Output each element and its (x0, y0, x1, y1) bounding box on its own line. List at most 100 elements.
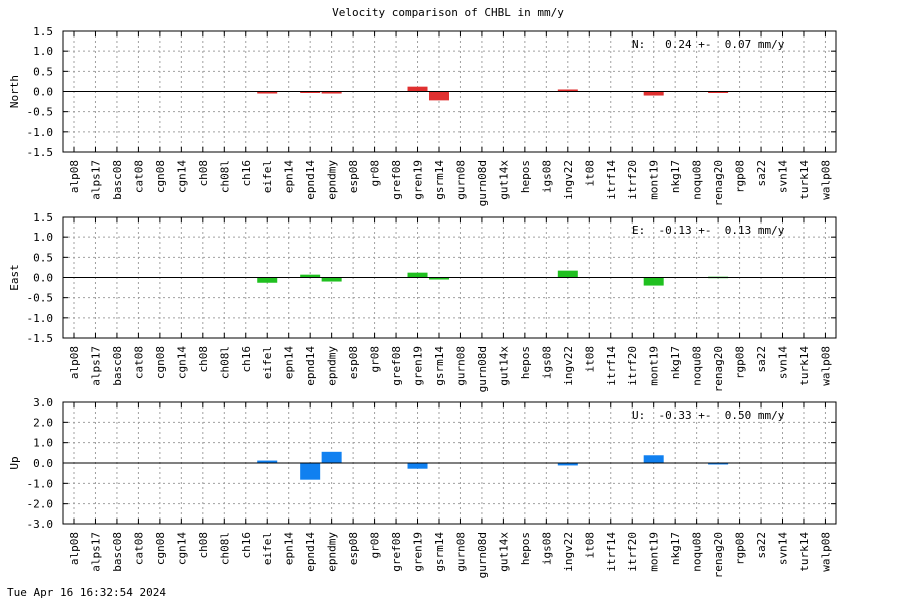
x-tick-label: itrf20 (626, 160, 639, 200)
x-tick-label: gren19 (412, 160, 425, 200)
x-tick-label: mont19 (648, 346, 661, 386)
x-tick-label: noqu08 (691, 160, 704, 200)
y-tick-label: 3.0 (33, 396, 53, 409)
x-tick-label: turk14 (798, 346, 811, 386)
x-tick-label: ch08l (218, 532, 231, 565)
y-axis-label: North (8, 75, 21, 108)
y-tick-label: 0.5 (33, 65, 53, 78)
x-tick-label: sa22 (755, 532, 768, 559)
plot-frame (62, 216, 837, 339)
x-tick-label: svn14 (777, 532, 790, 565)
bar-eifel (257, 460, 278, 463)
x-tick-label: mont19 (648, 532, 661, 572)
timestamp: Tue Apr 16 16:32:54 2024 (7, 586, 166, 599)
x-tick-label: ch08l (218, 346, 231, 379)
x-tick-label: rgp08 (734, 346, 747, 379)
x-tick-label: gsrm14 (433, 160, 446, 200)
x-tick-label: cat08 (132, 160, 145, 193)
x-tick-label: epn14 (283, 532, 296, 565)
x-tick-label: epnd14 (304, 160, 317, 200)
x-tick-label: gurn08 (454, 346, 467, 386)
y-tick-label: -0.5 (27, 292, 54, 305)
bar-epnd14 (300, 463, 321, 480)
y-tick-label: -2.0 (27, 498, 54, 511)
x-tick-label: itrf14 (605, 160, 618, 200)
x-tick-label: epn14 (283, 160, 296, 193)
stats-annotation: E: -0.13 +- 0.13 mm/y (632, 224, 785, 237)
x-tick-label: nkg17 (669, 532, 682, 565)
x-tick-label: cgn08 (154, 346, 167, 379)
y-tick-label: 0.0 (33, 86, 53, 99)
x-tick-label: alps17 (89, 532, 102, 572)
x-tick-label: epndmy (326, 346, 339, 386)
x-tick-label: hepos (519, 346, 532, 379)
panel-north: 1.5 1.0 0.5 0.0 -0.5 -1.0 -1.5 alp08 alps17 basc0… (8, 25, 837, 206)
x-tick-label: epndmy (326, 532, 339, 572)
bar-epndmy (321, 91, 342, 94)
x-tick-label: esp08 (347, 160, 360, 193)
x-tick-label: turk14 (798, 160, 811, 200)
x-tick-label: rgp08 (734, 160, 747, 193)
x-tick-label: ch08 (197, 346, 210, 373)
x-tick-label: esp08 (347, 532, 360, 565)
x-tick-label: basc08 (111, 346, 124, 386)
x-tick-label: epndmy (326, 160, 339, 200)
bar-mont19 (643, 277, 664, 286)
x-tick-label: gren19 (412, 346, 425, 386)
x-tick-label: gref08 (390, 346, 403, 386)
x-tick-label: ch08l (218, 160, 231, 193)
y-tick-label: 1.0 (33, 437, 53, 450)
y-tick-label: 1.0 (33, 45, 53, 58)
y-tick-label: -1.0 (27, 126, 54, 139)
bar-ingv22 (557, 270, 578, 278)
x-tick-label: noqu08 (691, 346, 704, 386)
x-tick-label: gsrm14 (433, 532, 446, 572)
x-tick-label: gref08 (390, 160, 403, 200)
bar-renag20 (708, 463, 729, 465)
x-tick-label: ch16 (240, 160, 253, 187)
y-tick-label: -1.0 (27, 312, 54, 325)
x-tick-label: basc08 (111, 160, 124, 200)
x-tick-label: rgp08 (734, 532, 747, 565)
x-tick-label: gurn08d (476, 532, 489, 578)
x-tick-label: cat08 (132, 532, 145, 565)
x-tick-label: renag20 (712, 160, 725, 206)
x-tick-label: it08 (583, 160, 596, 187)
x-tick-label: igs08 (540, 532, 553, 565)
x-tick-label: nkg17 (669, 346, 682, 379)
bar-eifel (257, 277, 278, 283)
x-tick-label: gut14x (497, 532, 510, 572)
y-tick-label: 0.5 (33, 251, 53, 264)
x-tick-label: basc08 (111, 532, 124, 572)
panel-east: 1.5 1.0 0.5 0.0 -0.5 -1.0 -1.5 alp08 alps17 basc0… (8, 211, 837, 392)
x-tick-label: turk14 (798, 532, 811, 572)
x-tick-label: gr08 (369, 160, 382, 187)
x-tick-label: renag20 (712, 346, 725, 392)
x-tick-label: cgn14 (175, 160, 188, 193)
x-tick-label: it08 (583, 532, 596, 559)
x-tick-label: cgn14 (175, 346, 188, 379)
bar-ingv22 (557, 463, 578, 466)
x-tick-label: igs08 (540, 160, 553, 193)
bar-eifel (257, 91, 278, 94)
bar-gren19 (407, 463, 428, 469)
x-tick-label: walp08 (819, 532, 832, 572)
y-tick-label: -1.5 (27, 146, 54, 159)
x-tick-label: cgn08 (154, 160, 167, 193)
x-tick-label: hepos (519, 160, 532, 193)
y-tick-label: 1.0 (33, 231, 53, 244)
x-tick-label: gr08 (369, 346, 382, 373)
x-tick-label: svn14 (777, 160, 790, 193)
x-tick-label: gurn08d (476, 346, 489, 392)
bar-epndmy (321, 277, 342, 282)
x-tick-label: alps17 (89, 346, 102, 386)
x-tick-label: epn14 (283, 346, 296, 379)
x-tick-label: itrf20 (626, 346, 639, 386)
x-tick-label: eifel (261, 346, 274, 379)
y-tick-label: 0.0 (33, 457, 53, 470)
x-tick-label: noqu08 (691, 532, 704, 572)
y-tick-label: -3.0 (27, 518, 54, 531)
bar-mont19 (643, 91, 664, 96)
x-tick-label: gren19 (412, 532, 425, 572)
x-tick-label: epnd14 (304, 346, 317, 386)
